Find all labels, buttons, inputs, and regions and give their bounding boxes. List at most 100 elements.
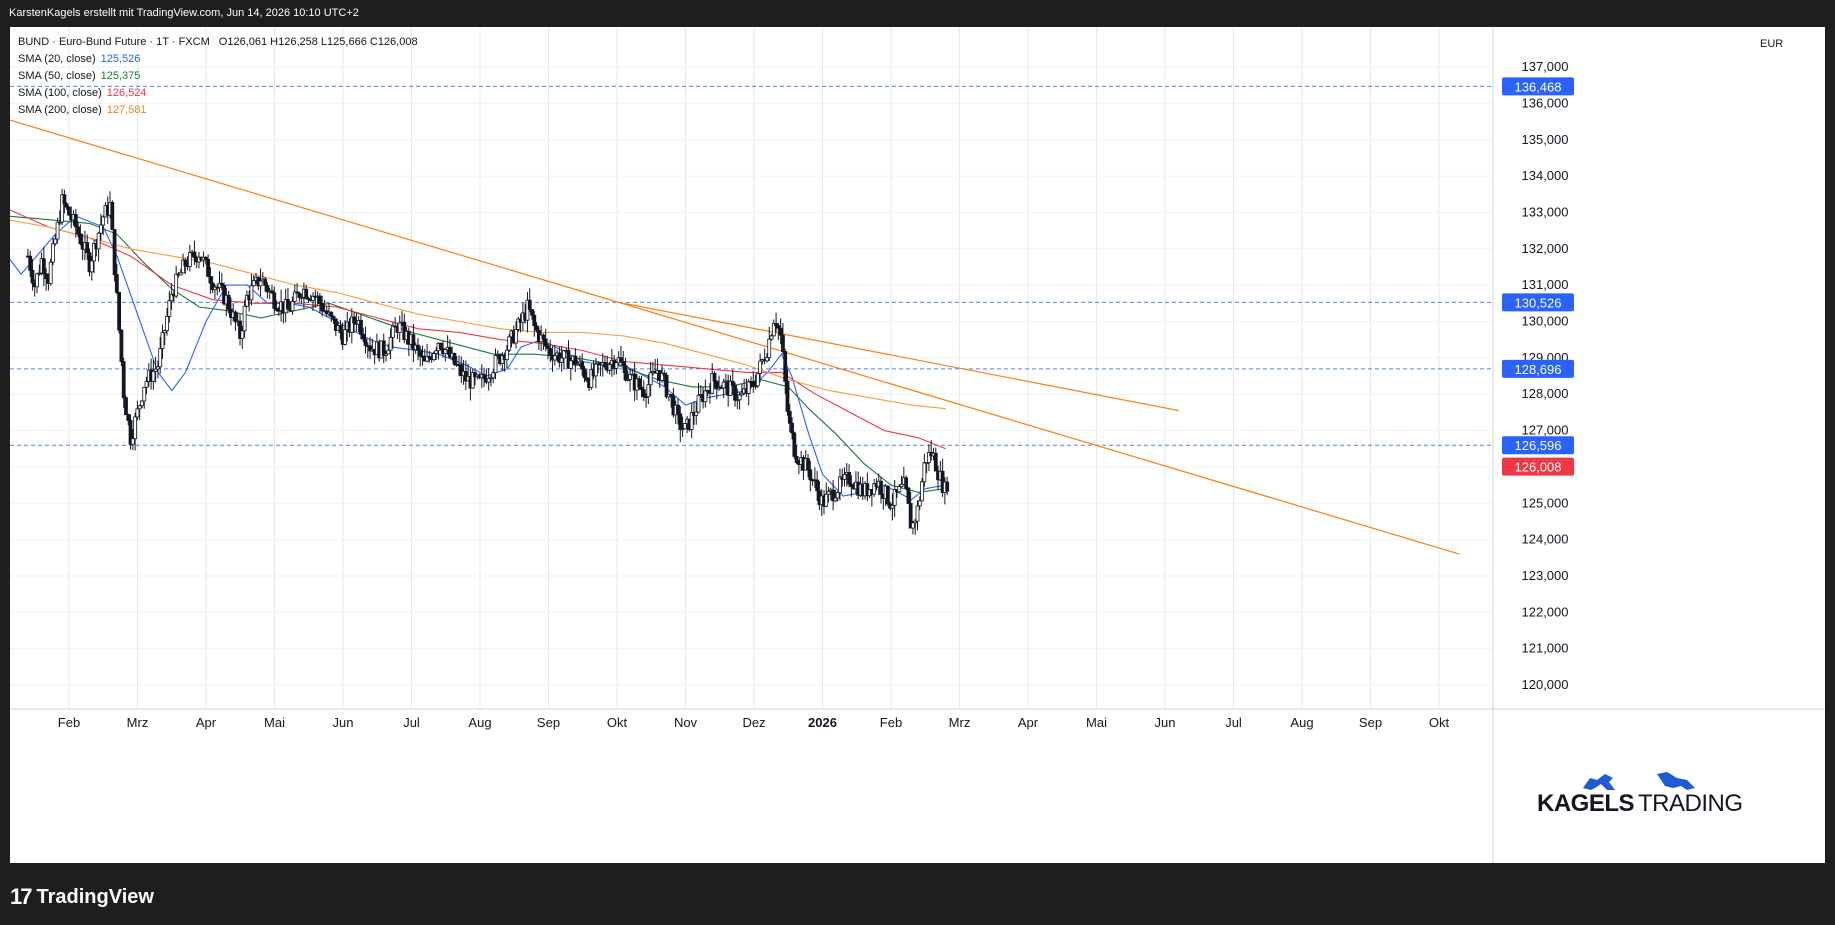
candle-body <box>165 315 169 331</box>
candle-body <box>890 505 895 509</box>
grid-lines <box>10 27 1492 709</box>
candle-body <box>689 412 694 430</box>
candles <box>25 188 950 535</box>
chart-panel[interactable]: 120,000 121,000 122,000 123,000 124,000 125,0… <box>10 27 1825 863</box>
last-price-tag: 126,008 <box>1502 457 1574 476</box>
candle-body <box>119 329 124 363</box>
tradingview-logo[interactable]: 17 TradingView <box>10 884 154 910</box>
candle-body <box>680 428 685 431</box>
candle-body <box>263 278 268 286</box>
candle-body <box>573 355 578 366</box>
candle-body <box>831 489 836 502</box>
candle-body <box>534 325 539 331</box>
candle-body <box>489 377 493 380</box>
level-price-tag: 126,596 <box>1502 436 1574 455</box>
candle-body <box>133 416 138 440</box>
candle-body <box>646 384 651 398</box>
time-tick-label: 2026 <box>808 715 837 730</box>
candle-body <box>589 369 594 388</box>
candle-body <box>879 480 883 495</box>
candle-body <box>676 404 680 415</box>
candle-body <box>447 346 452 358</box>
candle-body <box>317 295 322 304</box>
candle-body <box>546 345 550 349</box>
candle-body <box>41 258 46 275</box>
candle-body <box>922 462 927 483</box>
candle-body <box>55 221 60 240</box>
candle-body <box>331 315 336 320</box>
last-price-tag-text: 126,008 <box>1515 460 1562 475</box>
candle-body <box>712 372 717 382</box>
candle-body <box>258 280 263 287</box>
candle-body <box>842 473 847 480</box>
candle-body <box>543 338 548 347</box>
candle-body <box>233 311 238 323</box>
candle-body <box>806 458 810 471</box>
candle-body <box>924 462 929 464</box>
candle-body <box>128 419 133 445</box>
candle-body <box>792 432 797 457</box>
chart-attribution: KarstenKagels erstellt mit TradingView.c… <box>9 7 359 19</box>
legend-sma50[interactable]: SMA (50, close) 125,375 <box>18 68 418 85</box>
candle-body <box>776 325 781 329</box>
sma100-line <box>10 209 947 450</box>
level-price-tag-bg <box>1502 77 1574 96</box>
candle-body <box>381 340 386 356</box>
candle-body <box>735 399 740 402</box>
candle-body <box>363 338 368 346</box>
candle-body <box>210 282 215 291</box>
candle-body <box>30 270 35 284</box>
price-chart[interactable]: 120,000 121,000 122,000 123,000 124,000 125,0… <box>10 27 1825 863</box>
candle-body <box>897 486 902 493</box>
symbol-title[interactable]: BUND · Euro-Bund Future · 1T · FXCM <box>18 36 210 48</box>
candle-body <box>580 361 585 370</box>
candle-body <box>824 493 829 507</box>
ohlc-values: O126,061 H126,258 L125,666 C126,008 <box>218 36 418 48</box>
candle-body <box>493 355 498 374</box>
candle-body <box>927 451 931 463</box>
tradingview-brand-text: TradingView <box>36 885 154 908</box>
candle-body <box>899 483 904 487</box>
candle-body <box>696 394 701 413</box>
candle-body <box>158 348 163 368</box>
candle-body <box>778 327 783 336</box>
candle-body <box>751 381 756 387</box>
time-tick-label: Jul <box>403 715 420 730</box>
candle-body <box>730 380 735 386</box>
price-tick-label: 133,000 <box>1522 204 1569 219</box>
legend-sma20[interactable]: SMA (20, close) 125,526 <box>18 51 418 68</box>
candle-body <box>552 355 557 361</box>
candle-body <box>530 309 534 316</box>
legend-sma200[interactable]: SMA (200, close) 127,581 <box>18 102 418 119</box>
candle-body <box>641 389 646 398</box>
price-tick-label: 131,000 <box>1522 277 1569 292</box>
candle-body <box>669 393 674 397</box>
candle-body <box>137 405 142 410</box>
candle-body <box>737 394 742 401</box>
candle-body <box>101 216 106 226</box>
candle-body <box>491 372 496 379</box>
wordmark-bold: KAGELS <box>1537 790 1635 817</box>
candle-body <box>933 452 938 472</box>
time-tick-label: Apr <box>1018 715 1039 730</box>
candle-body <box>135 408 140 418</box>
candle-body <box>562 350 566 359</box>
price-tick-label: 135,000 <box>1522 132 1569 147</box>
candle-body <box>393 325 398 328</box>
candle-body <box>767 338 772 359</box>
level-price-tag: 130,526 <box>1502 293 1574 312</box>
candle-body <box>486 378 491 383</box>
candle-body <box>438 342 443 349</box>
legend-sma100[interactable]: SMA (100, close) 126,524 <box>18 85 418 102</box>
time-tick-label: Mrz <box>127 715 149 730</box>
currency-label[interactable]: EUR <box>1760 38 1784 50</box>
candle-body <box>349 316 354 333</box>
candle-body <box>593 363 598 377</box>
time-tick-label: Nov <box>674 715 698 730</box>
candle-body <box>872 483 877 495</box>
price-tick-label: 136,000 <box>1522 95 1569 110</box>
candle-body <box>114 274 119 293</box>
candle-body <box>295 291 299 294</box>
candle-body <box>208 276 213 284</box>
candle-body <box>733 384 737 401</box>
